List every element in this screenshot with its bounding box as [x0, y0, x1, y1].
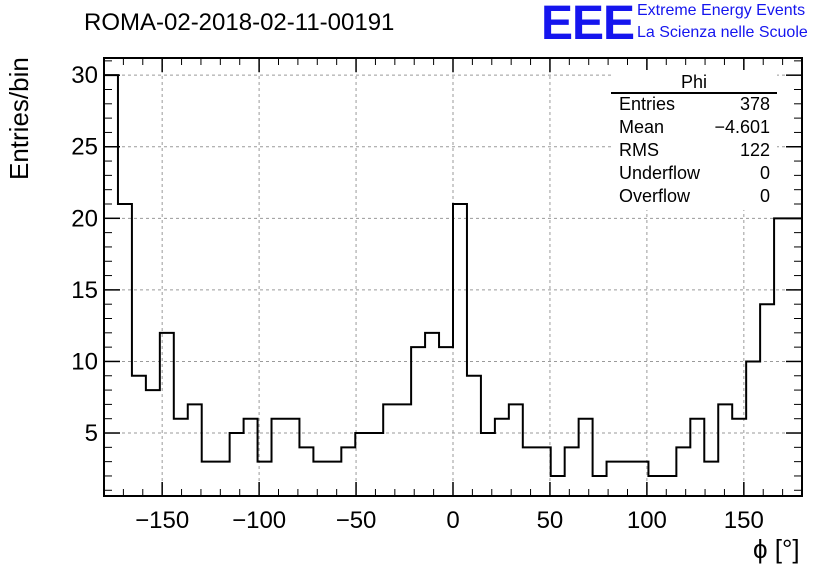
x-tick-label: 100	[627, 507, 667, 534]
stats-row-label: Underflow	[619, 163, 701, 183]
y-tick-label: 10	[71, 348, 98, 375]
eee-logo: EEE	[541, 0, 635, 50]
stats-row-value: 0	[760, 186, 770, 206]
x-tick-label: −50	[336, 507, 377, 534]
stats-box-title: Phi	[681, 72, 707, 92]
stats-row-value: 122	[740, 140, 770, 160]
brand-line-1: Extreme Energy Events	[637, 2, 806, 19]
histogram-series	[103, 74, 803, 496]
stats-row-value: 0	[760, 163, 770, 183]
y-tick-label: 15	[71, 277, 98, 304]
stats-row-value: 378	[740, 94, 770, 114]
x-axis-label: ϕ [°]	[753, 534, 800, 564]
stats-row-label: RMS	[619, 140, 659, 160]
x-tick-label: 0	[446, 507, 459, 534]
x-tick-label: −150	[135, 507, 189, 534]
x-tick-label: 150	[724, 507, 764, 534]
y-tick-label: 5	[85, 420, 98, 447]
stats-row-label: Entries	[619, 94, 675, 114]
brand-line-2: La Scienza nelle Scuole	[637, 24, 808, 41]
chart-title: ROMA-02-2018-02-11-00191	[84, 9, 395, 36]
stats-row-value: −4.601	[714, 117, 770, 137]
stats-row-label: Overflow	[619, 186, 691, 206]
x-tick-label: −100	[232, 507, 286, 534]
y-tick-label: 30	[71, 62, 98, 89]
y-tick-label: 25	[71, 134, 98, 161]
stats-row-label: Mean	[619, 117, 664, 137]
y-tick-label: 20	[71, 205, 98, 232]
x-tick-label: 50	[537, 507, 564, 534]
